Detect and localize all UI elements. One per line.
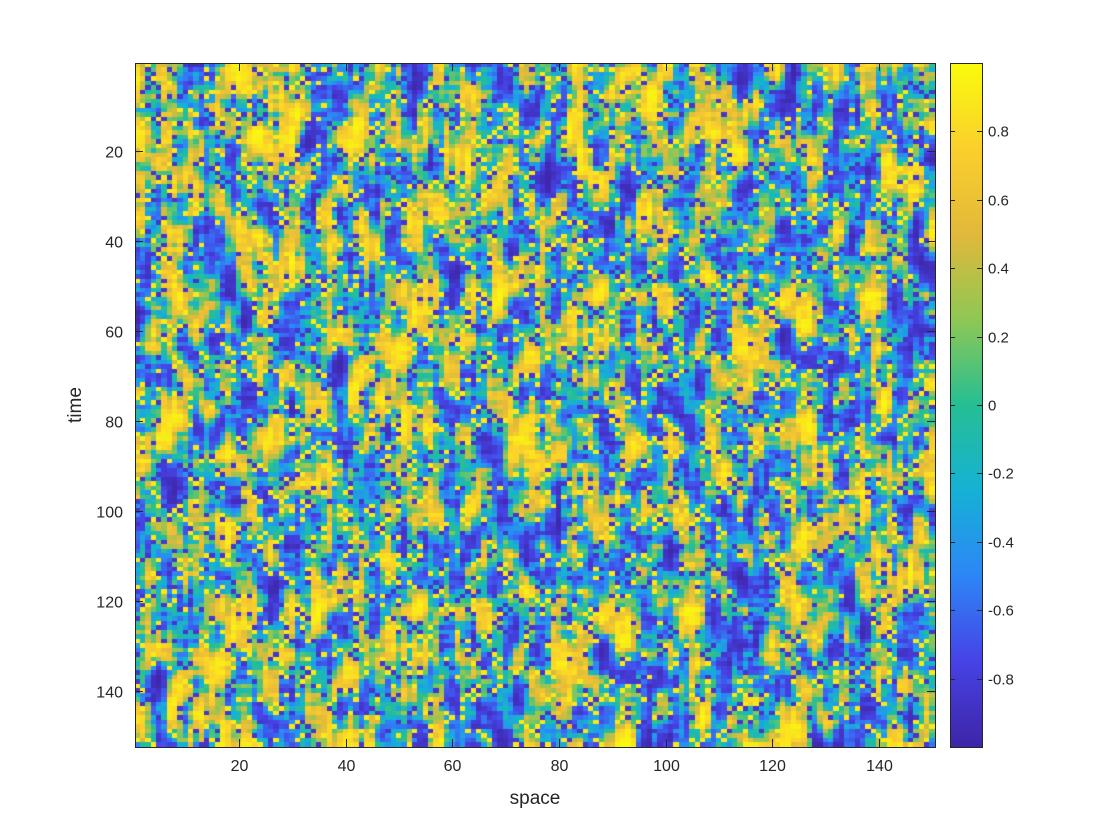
x-tick-label: 120 [759,758,786,775]
x-tick-label: 40 [338,758,356,775]
x-tick-label: 80 [551,758,569,775]
x-tick-label: 100 [653,758,680,775]
x-tick-label: 140 [866,758,893,775]
y-axis-label: time [65,387,86,423]
colorbar-tick-label: 0.6 [988,193,1009,210]
colorbar-tick-label: 0.2 [988,330,1009,347]
colorbar-tick-label: 0 [988,398,996,415]
colorbar-tick-label: -0.2 [988,466,1014,483]
y-tick-label: 100 [96,505,123,522]
y-tick-label: 80 [105,415,123,432]
colorbar-tick-label: -0.6 [988,603,1014,620]
colorbar-tick-label: -0.8 [988,672,1014,689]
colorbar-tick-label: -0.4 [988,535,1014,552]
heatmap-image [135,63,935,747]
colorbar-gradient [950,63,982,747]
colorbar-tick-label: 0.8 [988,124,1009,141]
x-tick-label: 20 [231,758,249,775]
y-tick-label: 140 [96,685,123,702]
y-tick-label: 60 [105,325,123,342]
y-axis-ticks: 20 40 60 80 100 120 140 [96,145,935,702]
y-tick-label: 40 [105,235,123,252]
x-axis-ticks: 20 40 60 80 100 120 140 [231,63,893,775]
y-tick-label: 120 [96,595,123,612]
y-tick-label: 20 [105,145,123,162]
plot-frame [135,63,936,748]
colorbar-tick-label: 0.4 [988,261,1009,278]
x-axis-label: space [510,788,561,809]
x-tick-label: 60 [444,758,462,775]
colorbar-ticks: 0.8 0.6 0.4 0.2 0 -0.2 -0.4 -0.6 -0.8 [950,124,1014,689]
